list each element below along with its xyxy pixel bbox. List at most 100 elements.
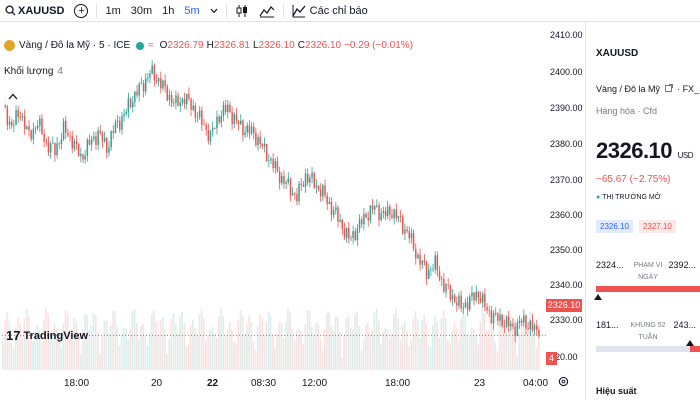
candle xyxy=(49,141,52,159)
volume-bar xyxy=(533,329,536,370)
volume-bar xyxy=(300,330,302,370)
volume-bar xyxy=(177,333,179,370)
panel-name-row: Vàng / Đô la Mỹ · FX_IDC xyxy=(596,84,700,94)
volume-bar xyxy=(371,330,374,370)
price-axis-label: 2350.00 xyxy=(550,245,583,255)
candle xyxy=(248,120,251,139)
candle xyxy=(276,156,279,173)
candle xyxy=(345,227,348,243)
candle xyxy=(103,131,106,143)
year-range-low: 181... xyxy=(596,320,619,330)
candle xyxy=(479,291,482,304)
symbol-search-button[interactable]: XAUUSD xyxy=(0,0,69,22)
candle xyxy=(127,92,130,118)
bar-style-button[interactable] xyxy=(230,0,254,22)
volume-bar xyxy=(34,332,36,370)
candle xyxy=(482,291,484,308)
interval-1h[interactable]: 1h xyxy=(162,4,175,17)
candle xyxy=(93,131,95,142)
year-range-marker-icon xyxy=(685,340,694,346)
interval-5m[interactable]: 5m xyxy=(184,4,200,17)
candle xyxy=(328,196,331,205)
volume-bar xyxy=(490,320,492,370)
chevron-down-icon xyxy=(210,8,218,13)
volume-bar xyxy=(183,323,186,370)
candle xyxy=(391,208,393,219)
candle xyxy=(337,204,339,228)
volume-bar xyxy=(32,341,34,370)
volume-legend: Khối lượng 4 xyxy=(4,66,63,77)
candle xyxy=(330,197,333,221)
volume-bar xyxy=(215,338,218,370)
candle xyxy=(335,201,337,215)
volume-bar xyxy=(136,323,138,370)
candle xyxy=(192,99,194,112)
external-link-icon[interactable] xyxy=(664,84,673,92)
candle xyxy=(88,134,91,146)
interval-30m[interactable]: 30m xyxy=(130,4,153,17)
volume-bar xyxy=(250,322,253,370)
candles-icon xyxy=(236,4,247,17)
panel-asset-type: Hàng hóa · Cfd xyxy=(596,106,658,116)
candle xyxy=(47,136,50,156)
open-key: O xyxy=(159,40,168,51)
candle xyxy=(352,225,354,245)
panel-price-row: 2326.10 USD xyxy=(596,138,694,164)
tradingview-logo[interactable]: 17 TradingView xyxy=(6,328,88,343)
volume-bar xyxy=(241,315,244,370)
volume-bar xyxy=(233,341,235,370)
volume-bar xyxy=(146,345,149,370)
candle xyxy=(151,60,153,75)
collapse-legend-button[interactable] xyxy=(4,87,22,105)
candle xyxy=(460,290,462,313)
candle xyxy=(235,108,238,125)
volume-bar xyxy=(25,309,28,370)
volume-bar xyxy=(434,315,436,370)
candle xyxy=(268,154,270,168)
price-axis-label: 2360.00 xyxy=(550,210,583,220)
candle xyxy=(13,119,15,133)
volume-bar xyxy=(6,312,8,370)
volume-bar xyxy=(252,342,255,370)
volume-bar xyxy=(116,326,119,370)
volume-bar xyxy=(516,356,518,370)
volume-bar xyxy=(205,340,207,370)
candle xyxy=(371,199,374,215)
chart-settings-button[interactable] xyxy=(558,376,569,390)
time-axis-label: 22 xyxy=(207,378,219,389)
volume-bar xyxy=(239,310,242,370)
candle xyxy=(224,99,227,115)
candle xyxy=(45,138,47,147)
panel-symbol[interactable]: XAUUSD xyxy=(596,48,639,59)
panel-currency: USD xyxy=(677,151,694,160)
interval-dropdown[interactable] xyxy=(205,0,223,22)
volume-bar xyxy=(423,314,425,370)
volume-bar xyxy=(278,321,281,370)
candle xyxy=(300,178,302,192)
candle xyxy=(294,192,296,200)
candle xyxy=(201,106,203,131)
toolbar-divider xyxy=(282,3,284,18)
year-range-bar xyxy=(596,346,700,352)
compare-button[interactable]: + xyxy=(69,0,93,22)
interval-1m[interactable]: 1m xyxy=(105,4,121,17)
volume-bar xyxy=(375,308,378,370)
candle xyxy=(477,290,480,305)
candle xyxy=(65,115,67,140)
candle xyxy=(497,311,499,326)
volume-bar xyxy=(166,353,168,370)
volume-bar xyxy=(237,320,240,370)
volume-bar xyxy=(520,318,523,370)
price-chart[interactable] xyxy=(0,22,585,400)
candle xyxy=(214,127,216,130)
chart-area[interactable]: Vàng / Đô la Mỹ · 5 · ICE ≈ O 2326.79 H 23… xyxy=(0,22,585,400)
volume-bar xyxy=(19,323,21,370)
candle xyxy=(283,170,285,189)
volume-bar xyxy=(172,313,175,370)
candle xyxy=(307,168,309,186)
indicators-button[interactable]: Các chỉ báo xyxy=(287,0,373,22)
candle xyxy=(222,101,225,122)
area-style-button[interactable] xyxy=(254,0,280,22)
volume-bar xyxy=(326,313,328,370)
price-axis-label: 2390.00 xyxy=(550,103,583,113)
